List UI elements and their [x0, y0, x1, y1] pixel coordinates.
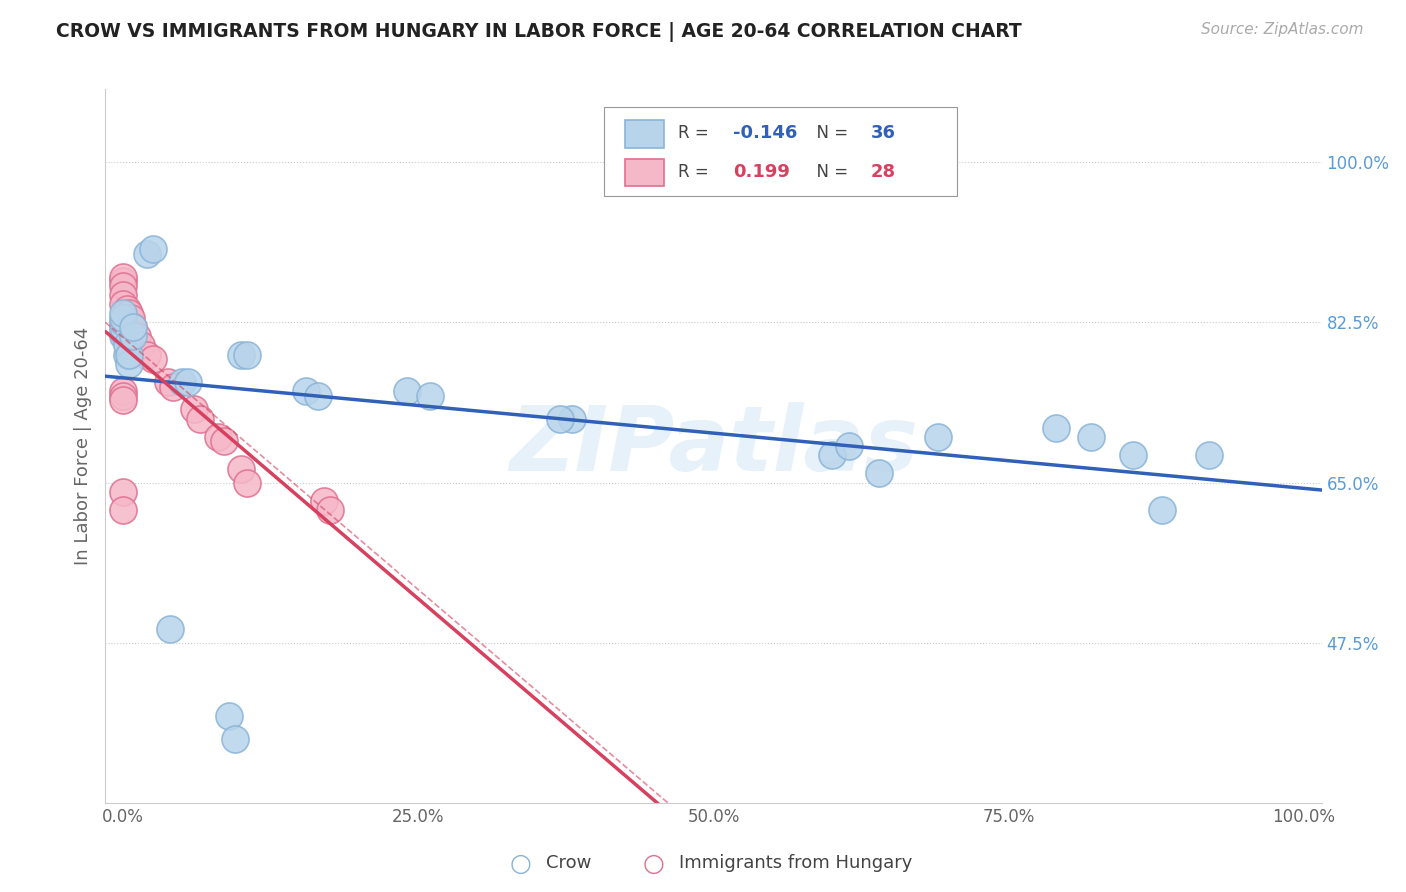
Point [183, 402, 205, 417]
Point [1198, 448, 1220, 462]
Point [127, 329, 149, 343]
Point [295, 384, 318, 398]
Point [231, 347, 253, 361]
Point [115, 301, 138, 316]
Point [118, 347, 141, 361]
Point [112, 393, 135, 408]
Point [112, 484, 135, 499]
Point [112, 325, 135, 339]
Text: 28: 28 [870, 163, 896, 181]
FancyBboxPatch shape [624, 159, 664, 186]
Text: R =: R = [678, 124, 714, 142]
Point [820, 448, 842, 462]
Text: CROW VS IMMIGRANTS FROM HUNGARY IN LABOR FORCE | AGE 20-64 CORRELATION CHART: CROW VS IMMIGRANTS FROM HUNGARY IN LABOR… [56, 22, 1022, 42]
Point [112, 310, 135, 325]
Point [112, 316, 135, 330]
Point [188, 411, 211, 425]
Point [868, 467, 890, 481]
Point [224, 731, 246, 746]
Point [312, 494, 335, 508]
Point [142, 242, 165, 256]
Point [307, 389, 329, 403]
Point [319, 503, 342, 517]
Point [112, 503, 135, 517]
Point [121, 320, 143, 334]
Text: 36: 36 [870, 124, 896, 142]
Point [112, 288, 135, 302]
Point [162, 379, 184, 393]
Text: Source: ZipAtlas.com: Source: ZipAtlas.com [1201, 22, 1364, 37]
Point [172, 375, 194, 389]
FancyBboxPatch shape [605, 107, 956, 196]
Text: ZIPatlas: ZIPatlas [509, 402, 918, 490]
Point [838, 439, 860, 453]
Point [236, 475, 259, 490]
Point [927, 430, 949, 444]
Point [120, 310, 142, 325]
Point [118, 306, 141, 320]
Point [112, 297, 135, 311]
Point [112, 384, 135, 398]
Point [115, 338, 138, 352]
Point [419, 389, 441, 403]
Text: 0.199: 0.199 [733, 163, 790, 181]
Point [129, 338, 152, 352]
Point [135, 247, 157, 261]
Point [218, 709, 240, 723]
Point [561, 411, 583, 425]
Point [177, 375, 200, 389]
Text: ○: ○ [643, 852, 665, 875]
Point [112, 320, 135, 334]
Point [115, 347, 138, 361]
Point [212, 434, 235, 449]
Point [112, 306, 135, 320]
Text: R =: R = [678, 163, 720, 181]
Point [207, 430, 229, 444]
Point [1080, 430, 1102, 444]
Point [1122, 448, 1144, 462]
Point [236, 347, 259, 361]
Y-axis label: In Labor Force | Age 20-64: In Labor Force | Age 20-64 [73, 326, 91, 566]
Point [112, 274, 135, 288]
FancyBboxPatch shape [624, 120, 664, 147]
Text: Immigrants from Hungary: Immigrants from Hungary [679, 855, 912, 872]
Point [112, 389, 135, 403]
Point [112, 279, 135, 293]
Point [112, 269, 135, 284]
Text: ○: ○ [509, 852, 531, 875]
Point [118, 357, 141, 371]
Point [135, 347, 157, 361]
Point [157, 375, 180, 389]
Point [1045, 420, 1067, 434]
Point [548, 411, 571, 425]
Point [395, 384, 418, 398]
Point [121, 329, 143, 343]
Point [231, 462, 253, 476]
Text: -0.146: -0.146 [733, 124, 797, 142]
Point [159, 622, 181, 636]
Text: N =: N = [806, 163, 853, 181]
Point [121, 320, 143, 334]
Text: N =: N = [806, 124, 853, 142]
Text: Crow: Crow [546, 855, 591, 872]
Point [142, 352, 165, 367]
Point [112, 329, 135, 343]
Point [1152, 503, 1174, 517]
